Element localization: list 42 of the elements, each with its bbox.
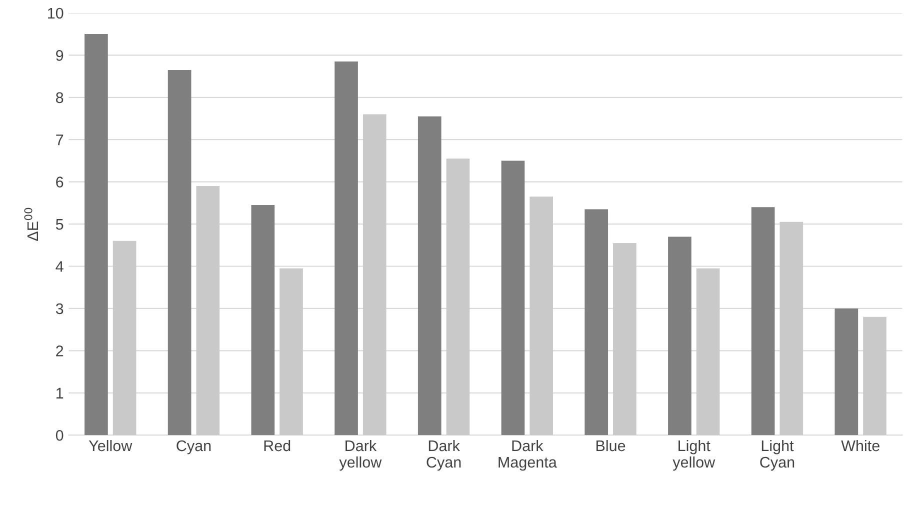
bar xyxy=(446,158,470,436)
y-axis-title: ΔE$^{00}$ xyxy=(24,208,38,241)
bar xyxy=(196,186,220,436)
x-tick-label: Light yellow xyxy=(672,440,716,471)
bar xyxy=(780,222,804,436)
x-tick-label: Yellow xyxy=(88,440,132,452)
bar xyxy=(668,236,692,436)
bar xyxy=(751,207,775,436)
bar xyxy=(696,268,720,436)
bar xyxy=(501,160,525,436)
bar xyxy=(584,209,608,436)
x-tick-label: Dark yellow xyxy=(339,440,382,471)
bar xyxy=(251,205,275,436)
bar xyxy=(863,316,886,436)
bar xyxy=(362,114,386,436)
x-tick-label: White xyxy=(841,440,880,452)
bar xyxy=(168,70,192,436)
y-tick-label: 8 xyxy=(56,92,64,104)
x-tick-label: Dark Magenta xyxy=(498,440,557,471)
bar xyxy=(530,196,553,436)
bar xyxy=(613,243,636,436)
x-tick-label: Blue xyxy=(596,440,626,452)
y-tick-label: 5 xyxy=(56,219,64,230)
x-tick-label: Cyan xyxy=(176,440,211,454)
y-tick-label: 0 xyxy=(56,430,64,441)
y-tick-label: 10 xyxy=(48,8,64,19)
y-tick-label: 7 xyxy=(56,134,64,146)
x-tick-label: Dark Cyan xyxy=(426,440,461,471)
bar xyxy=(418,116,442,436)
y-tick-label: 2 xyxy=(56,346,64,356)
bar xyxy=(834,308,858,436)
y-tick-label: 3 xyxy=(56,303,64,314)
y-tick-label: 4 xyxy=(56,261,64,272)
bar xyxy=(334,62,358,436)
x-tick-label: Red xyxy=(264,440,290,452)
bar xyxy=(112,240,136,436)
x-tick-label: Light Cyan xyxy=(760,440,794,471)
bar xyxy=(280,268,303,436)
y-tick-label: 9 xyxy=(56,50,64,61)
bar xyxy=(84,34,108,436)
y-tick-label: 6 xyxy=(56,176,64,188)
y-tick-label: 1 xyxy=(56,388,64,398)
